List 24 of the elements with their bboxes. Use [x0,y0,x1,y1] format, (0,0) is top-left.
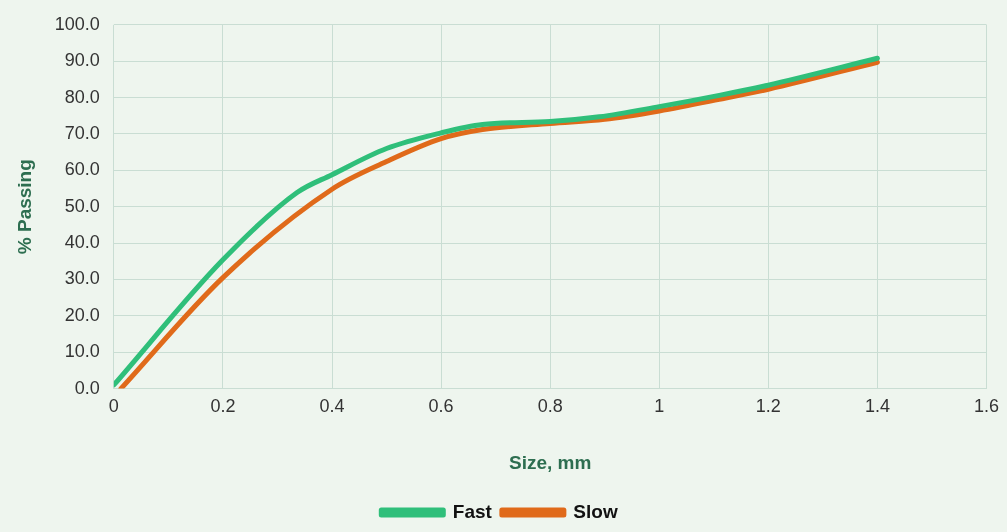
legend-label: Fast [452,500,493,522]
x-tick-label: 1.2 [755,396,781,417]
y-tick-label: 50.0 [64,195,100,216]
y-tick-label: 80.0 [64,86,100,107]
y-tick-label: 100.0 [54,13,100,34]
y-tick-label: 60.0 [64,159,100,180]
x-tick-label: 0.6 [428,396,454,417]
y-tick-label: 20.0 [64,304,100,325]
legend-label: Slow [573,500,618,522]
y-tick-label: 30.0 [64,268,100,289]
x-tick-label: 1.6 [973,396,999,417]
y-axis-title: % Passing [13,159,35,255]
y-tick-label: 10.0 [64,341,100,362]
x-tick-label: 0.2 [210,396,236,417]
x-axis-title: Size, mm [508,451,592,473]
x-tick-label: 0.8 [537,396,563,417]
y-tick-label: 40.0 [64,232,100,253]
y-tick-label: 90.0 [64,50,100,71]
y-tick-label: 70.0 [64,122,100,143]
x-tick-label: 0.4 [319,396,345,417]
x-tick-label: 1 [654,396,665,417]
y-tick-label: 0.0 [74,377,100,398]
x-tick-label: 0 [108,396,119,417]
x-tick-label: 1.4 [864,396,890,417]
